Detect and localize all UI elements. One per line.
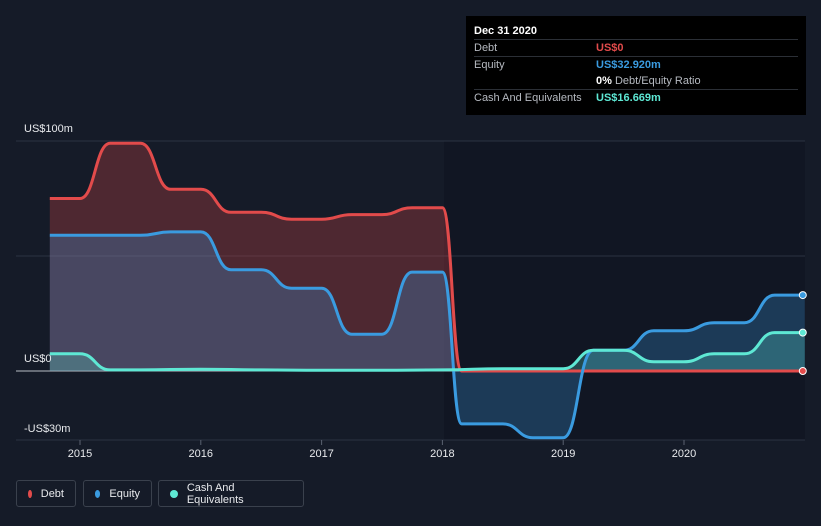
area-cash-and-equivalents [49,332,805,371]
x-tick-label: 2017 [309,448,333,460]
tooltip-label: Debt [474,42,498,54]
series-lines [49,141,805,440]
plot-bands [16,141,805,440]
y-axis-ticks: US$100m US$0 -US$30m [24,123,73,435]
series-areas [49,143,805,438]
x-tick-label: 2019 [551,448,575,460]
x-axis-ticks: 2015 2016 2017 2018 2019 2020 [68,440,696,460]
tooltip-row-ratio: 0% Debt/Equity Ratio [474,73,798,89]
tooltip-row-cash: Cash And Equivalents US$16.669m [474,89,798,106]
legend-item-equity[interactable]: Equity [83,480,152,507]
line-cash-and-equivalents [49,331,805,372]
y-tick-label: -US$30m [24,423,70,435]
area-equity [49,231,805,438]
legend-item-debt[interactable]: Debt [16,480,76,507]
data-tooltip: Dec 31 2020 Debt US$0 Equity US$32.920m … [466,16,806,115]
legend-dot-debt [28,489,32,498]
tooltip-row-equity: Equity US$32.920m [474,56,798,73]
legend-label-equity: Equity [109,487,140,500]
tooltip-row-debt: Debt US$0 [474,39,798,56]
x-tick-label: 2015 [68,448,92,460]
tooltip-value-ratio: 0% [596,75,612,87]
legend-dot-equity [95,489,101,498]
legend-item-cash[interactable]: Cash And Equivalents [158,480,304,507]
tooltip-ratio: 0% Debt/Equity Ratio [596,73,701,89]
end-marker-equity [798,291,807,300]
area-debt [49,143,805,371]
tooltip-ratio-label: Debt/Equity Ratio [614,75,701,87]
tooltip-label: Equity [474,59,505,71]
legend-dot-cash [170,489,178,498]
x-tick-label: 2016 [189,448,213,460]
legend-label-debt: Debt [40,487,64,500]
tooltip-label: Cash And Equivalents [474,92,582,104]
x-tick-label: 2020 [672,448,696,460]
end-marker-cash-and-equivalents [798,328,807,337]
line-debt [49,141,805,373]
tooltip-label [474,73,596,89]
legend-label-cash: Cash And Equivalents [186,481,244,506]
end-marker-debt [798,367,807,375]
x-tick-label: 2018 [430,448,454,460]
tooltip-value-debt: US$0 [596,42,624,54]
y-tick-label: US$0 [24,353,52,365]
tooltip-value-cash: US$16.669m [596,92,661,104]
tooltip-date: Dec 31 2020 [474,25,537,37]
y-tick-label: US$100m [24,123,73,135]
series-end-markers [798,291,807,375]
plot-band-recent [444,141,805,440]
line-equity [49,230,805,440]
tooltip-value-equity: US$32.920m [596,59,661,71]
